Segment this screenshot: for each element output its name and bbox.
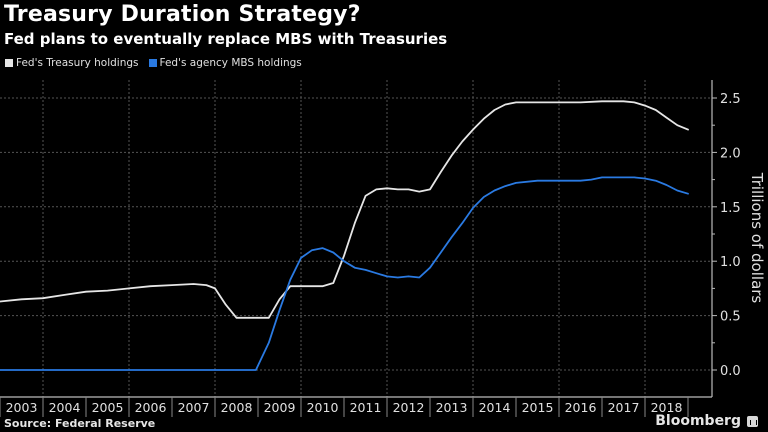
y-tick-label: 2.5 bbox=[720, 92, 741, 107]
bloomberg-chart-icon bbox=[747, 415, 758, 427]
legend-swatch-treasury bbox=[5, 59, 13, 67]
legend-label-treasury: Fed's Treasury holdings bbox=[16, 57, 139, 69]
series-lines bbox=[0, 100, 689, 371]
y-axis-title: Trillions of dollars bbox=[748, 172, 766, 304]
x-tick-label: 2008 bbox=[221, 400, 253, 415]
legend: Fed's Treasury holdings Fed's agency MBS… bbox=[5, 57, 302, 69]
legend-item-mbs: Fed's agency MBS holdings bbox=[148, 57, 302, 69]
source-note: Source: Federal Reserve bbox=[4, 417, 156, 430]
chart-title: Treasury Duration Strategy? bbox=[4, 2, 361, 27]
axis-labels: 0.0 0.5 1.0 1.5 2.0 2.5 2003 2004 2005 2006 2007 20… bbox=[6, 92, 766, 415]
x-tick-label: 2009 bbox=[264, 400, 296, 415]
chart-subtitle: Fed plans to eventually replace MBS with… bbox=[4, 30, 448, 48]
x-tick-label: 2011 bbox=[350, 400, 382, 415]
x-tick-label: 2006 bbox=[135, 400, 167, 415]
x-tick-label: 2015 bbox=[522, 400, 554, 415]
x-tick-label: 2013 bbox=[436, 400, 468, 415]
legend-label-mbs: Fed's agency MBS holdings bbox=[159, 57, 302, 69]
brand-label: Bloomberg bbox=[655, 413, 741, 429]
gridlines bbox=[0, 80, 712, 397]
x-tick-label: 2005 bbox=[92, 400, 124, 415]
y-tick-label: 0.0 bbox=[720, 364, 741, 379]
y-tick-label: 1.5 bbox=[720, 201, 741, 216]
y-tick-label: 0.5 bbox=[720, 310, 741, 325]
x-tick-label: 2018 bbox=[651, 400, 683, 415]
x-tick-label: 2010 bbox=[307, 400, 339, 415]
x-tick-label: 2007 bbox=[178, 400, 210, 415]
y-tick-label: 2.0 bbox=[720, 146, 741, 161]
x-tick-label: 2017 bbox=[608, 400, 640, 415]
series-line-mbs bbox=[0, 176, 689, 371]
y-tick-label: 1.0 bbox=[720, 255, 741, 270]
series-line-treasury bbox=[0, 100, 689, 319]
bloomberg-logo: Bloomberg bbox=[655, 413, 758, 429]
legend-swatch-mbs bbox=[148, 59, 157, 67]
x-tick-label: 2016 bbox=[565, 400, 597, 415]
x-tick-label: 2004 bbox=[49, 400, 81, 415]
x-tick-label: 2014 bbox=[479, 400, 511, 415]
x-tick-label: 2012 bbox=[393, 400, 425, 415]
x-tick-label: 2003 bbox=[6, 400, 38, 415]
axes bbox=[0, 80, 717, 417]
legend-item-treasury: Fed's Treasury holdings bbox=[5, 57, 139, 69]
